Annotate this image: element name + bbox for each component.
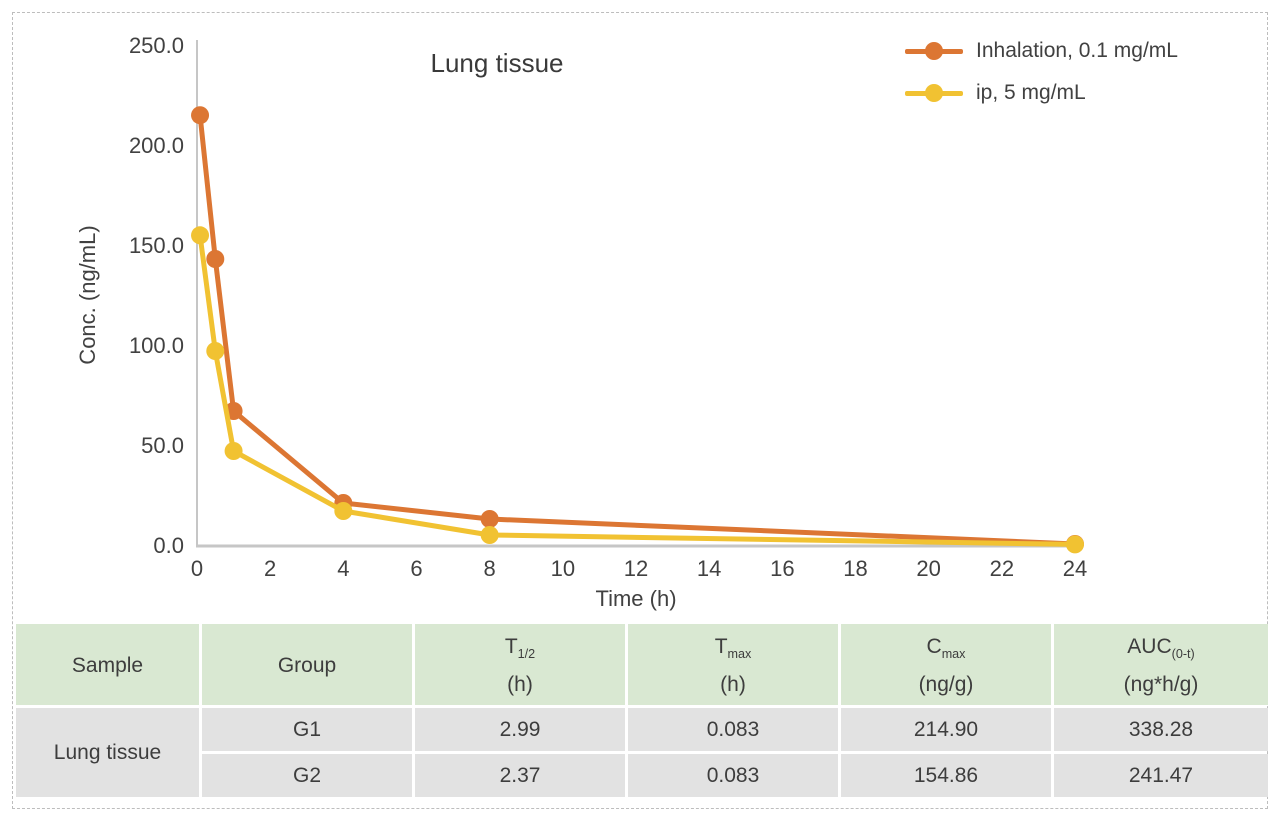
legend-dot-icon xyxy=(925,84,943,102)
x-tick-label: 12 xyxy=(624,556,648,581)
x-tick-label: 22 xyxy=(990,556,1014,581)
series-line-1 xyxy=(197,232,1078,547)
x-tick-label: 4 xyxy=(337,556,349,581)
data-point-s1-0 xyxy=(191,226,210,245)
legend-item-1: ip, 5 mg/mL xyxy=(905,72,1178,114)
x-tick-label: 16 xyxy=(770,556,794,581)
col-header-1: Group xyxy=(202,624,412,705)
col-header-4: Cmax (ng/g) xyxy=(841,624,1051,705)
chart-legend: Inhalation, 0.1 mg/mL ip, 5 mg/mL xyxy=(905,30,1178,114)
series-line-0 xyxy=(197,112,1078,547)
table-header: Sample Group T1/2 (h) Tmax (h) Cmax (ng/g) AUC(0… xyxy=(16,624,1268,705)
header-main-label: T1/2 xyxy=(504,634,536,661)
header-unit-label: (h) xyxy=(720,673,746,697)
data-point-s1-2 xyxy=(224,442,243,460)
data-point-s0-1 xyxy=(206,250,225,268)
cell-G2-2: 0.083 xyxy=(628,754,838,797)
header-main-label: Group xyxy=(277,654,337,677)
chart-title: Lung tissue xyxy=(430,48,564,78)
cell-G2-0: G2 xyxy=(202,754,412,797)
pk-parameters-table: Sample Group T1/2 (h) Tmax (h) Cmax (ng/g) AUC(0… xyxy=(13,621,1271,800)
y-tick-label: 250.0 xyxy=(129,33,184,58)
cell-G2-3: 154.86 xyxy=(841,754,1051,797)
header-main-label: Tmax xyxy=(714,634,752,661)
cell-G1-4: 338.28 xyxy=(1054,708,1268,751)
cell-G2-4: 241.47 xyxy=(1054,754,1268,797)
data-point-s0-0 xyxy=(191,106,210,125)
cell-G1-1: 2.99 xyxy=(415,708,625,751)
header-main-label: Sample xyxy=(71,654,144,677)
col-header-2: T1/2 (h) xyxy=(415,624,625,705)
legend-label: Inhalation, 0.1 mg/mL xyxy=(976,39,1178,62)
legend-line-icon xyxy=(905,84,963,102)
x-tick-label: 8 xyxy=(484,556,496,581)
legend-dot-icon xyxy=(925,42,943,60)
col-header-3: Tmax (h) xyxy=(628,624,838,705)
chart-area: 0.0 50.0 100.0 150.0 200.0 250.0 0 2 4 6 8 10 12 14 16… xyxy=(75,30,1178,611)
x-tick-label: 20 xyxy=(916,556,940,581)
legend-line-icon xyxy=(905,42,963,60)
cell-G1-3: 214.90 xyxy=(841,708,1051,751)
cell-G1-2: 0.083 xyxy=(628,708,838,751)
header-main-label: Cmax xyxy=(926,634,966,661)
x-tick-label: 24 xyxy=(1063,556,1087,581)
x-tick-label: 6 xyxy=(410,556,422,581)
header-unit-label: (ng/g) xyxy=(918,673,974,697)
table-row-G1: Lung tissue G1 2.99 0.083 214.90 338.28 xyxy=(16,708,1268,797)
y-tick-label: 150.0 xyxy=(129,233,184,258)
header-main-label: AUC(0-t) xyxy=(1127,634,1195,661)
header-unit-label: (h) xyxy=(507,673,533,697)
header-row: Sample Group T1/2 (h) Tmax (h) Cmax (ng/g) AUC(0… xyxy=(16,624,1268,705)
sample-cell: Lung tissue xyxy=(16,708,199,797)
legend-item-0: Inhalation, 0.1 mg/mL xyxy=(905,30,1178,72)
table-body: Lung tissue G1 2.99 0.083 214.90 338.28 G2 2.37… xyxy=(16,708,1268,797)
y-tick-label: 200.0 xyxy=(129,133,184,158)
col-header-0: Sample xyxy=(16,624,199,705)
y-axis-title: Conc. (ng/mL) xyxy=(75,225,100,365)
cell-G1-0: G1 xyxy=(202,708,412,751)
col-header-5: AUC(0-t) (ng*h/g) xyxy=(1054,624,1268,705)
x-tick-label: 2 xyxy=(264,556,276,581)
x-tick-label: 0 xyxy=(191,556,203,581)
y-tick-label: 100.0 xyxy=(129,333,184,358)
x-axis-title: Time (h) xyxy=(595,586,677,611)
x-tick-label: 18 xyxy=(843,556,867,581)
cell-G2-1: 2.37 xyxy=(415,754,625,797)
data-point-s1-1 xyxy=(206,342,225,360)
data-point-s0-4 xyxy=(480,510,499,528)
data-point-s1-4 xyxy=(480,526,499,544)
legend-label: ip, 5 mg/mL xyxy=(976,81,1086,104)
table-row-G2: G2 2.37 0.083 154.86 241.47 xyxy=(16,754,1268,797)
x-tick-label: 14 xyxy=(697,556,721,581)
data-point-s1-3 xyxy=(334,502,353,520)
data-point-s1-5 xyxy=(1066,535,1084,554)
header-unit-label: (ng*h/g) xyxy=(1123,673,1199,697)
x-tick-label: 10 xyxy=(551,556,575,581)
y-tick-label: 50.0 xyxy=(141,433,184,458)
y-tick-label: 0.0 xyxy=(153,533,184,558)
